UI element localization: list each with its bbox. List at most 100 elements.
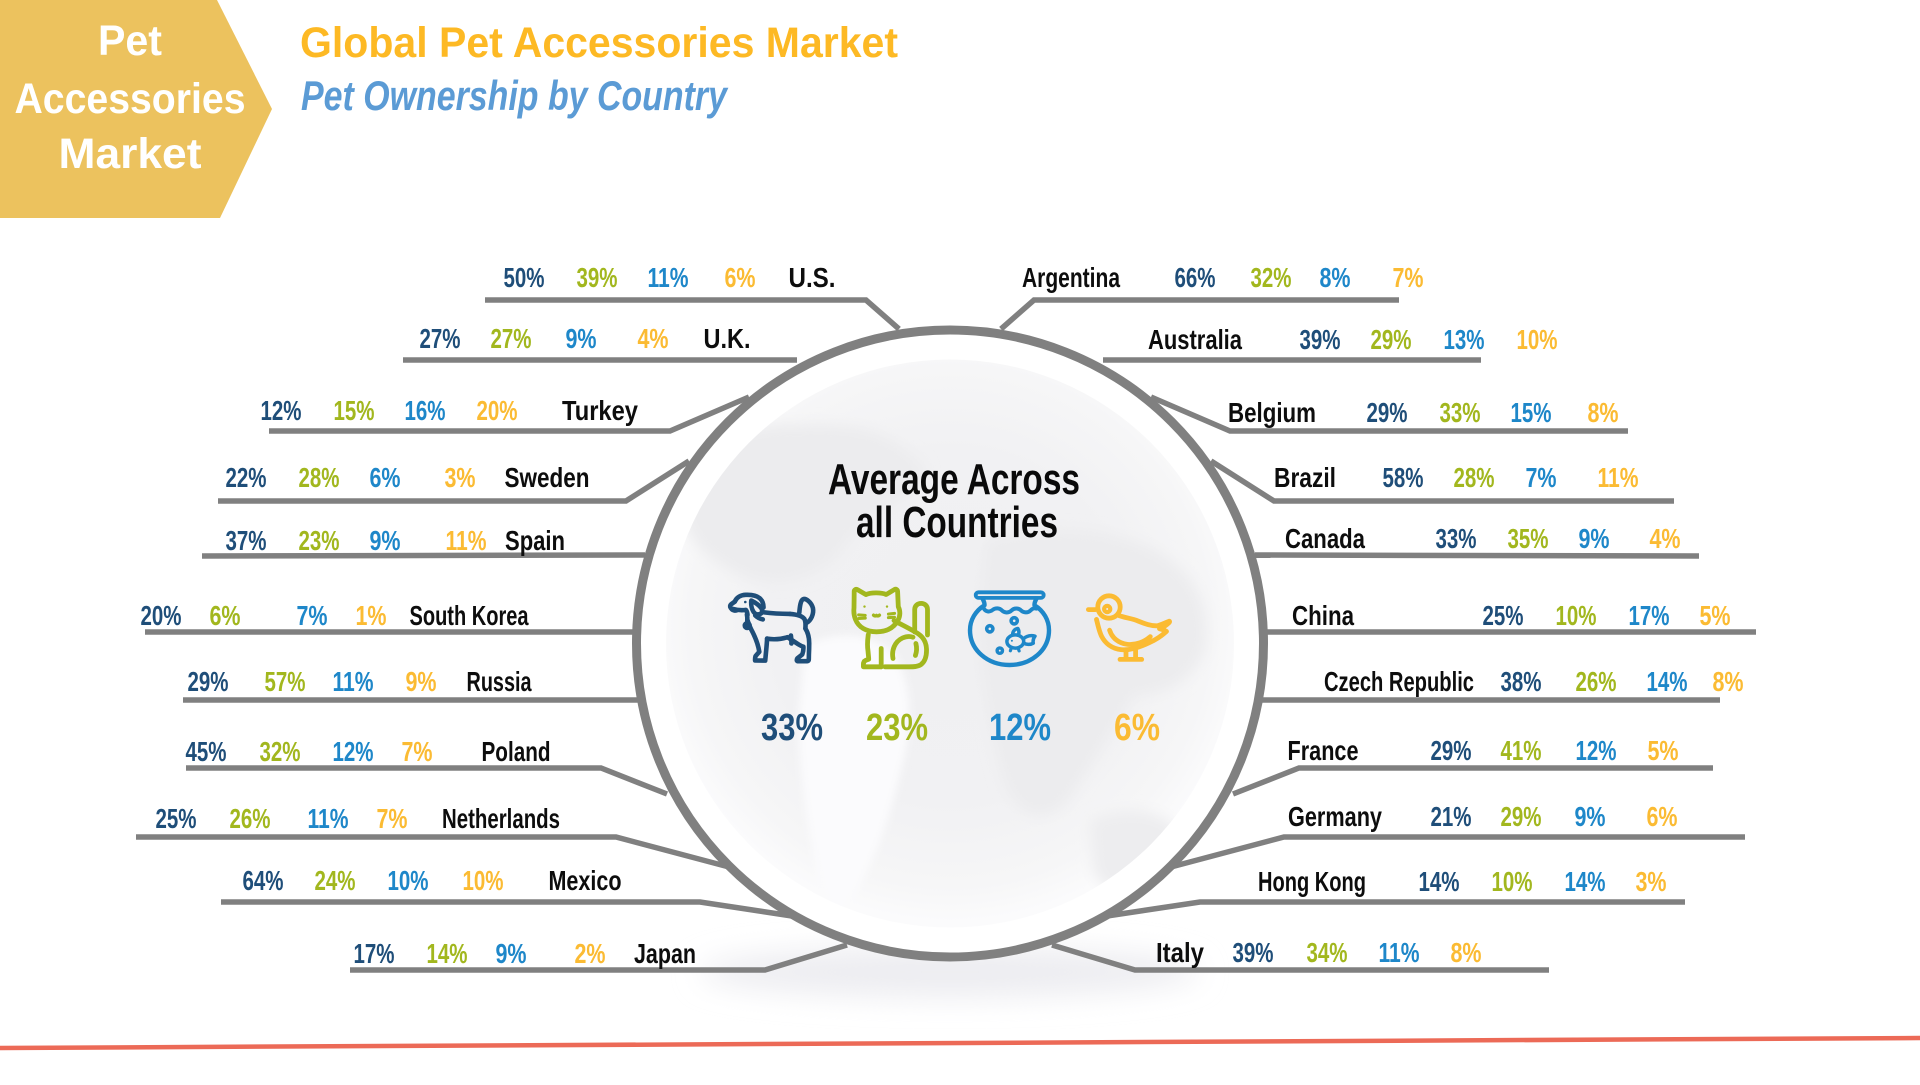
svg-text:Czech Republic: Czech Republic (1324, 666, 1474, 697)
svg-text:25%: 25% (1483, 600, 1524, 631)
svg-text:5%: 5% (1648, 735, 1679, 766)
svg-text:8%: 8% (1320, 262, 1351, 293)
svg-text:28%: 28% (1454, 462, 1495, 493)
svg-text:U.S.: U.S. (789, 262, 836, 293)
svg-text:South Korea: South Korea (410, 600, 530, 631)
svg-text:Turkey: Turkey (562, 395, 639, 426)
svg-text:9%: 9% (496, 938, 527, 969)
svg-text:33%: 33% (761, 707, 823, 749)
svg-text:25%: 25% (156, 803, 197, 834)
svg-text:29%: 29% (1367, 397, 1408, 428)
svg-text:9%: 9% (406, 666, 437, 697)
svg-text:13%: 13% (1444, 324, 1485, 355)
svg-text:35%: 35% (1508, 523, 1549, 554)
svg-text:Pet: Pet (98, 17, 162, 65)
svg-text:U.K.: U.K. (704, 323, 751, 354)
svg-text:41%: 41% (1501, 735, 1542, 766)
svg-text:Market: Market (59, 130, 202, 178)
svg-text:Netherlands: Netherlands (442, 803, 560, 834)
svg-text:15%: 15% (1511, 397, 1552, 428)
svg-text:11%: 11% (308, 803, 349, 834)
svg-text:12%: 12% (989, 707, 1051, 749)
svg-text:5%: 5% (1700, 600, 1731, 631)
svg-text:17%: 17% (1629, 600, 1670, 631)
svg-text:14%: 14% (1419, 866, 1460, 897)
svg-text:Spain: Spain (505, 525, 565, 556)
svg-text:Mexico: Mexico (549, 865, 622, 896)
svg-text:Belgium: Belgium (1228, 397, 1316, 428)
svg-text:Hong Kong: Hong Kong (1258, 866, 1366, 897)
svg-text:2%: 2% (575, 938, 606, 969)
svg-text:6%: 6% (1647, 801, 1678, 832)
svg-text:16%: 16% (405, 395, 446, 426)
svg-text:12%: 12% (261, 395, 302, 426)
svg-text:66%: 66% (1175, 262, 1216, 293)
svg-text:9%: 9% (1575, 801, 1606, 832)
svg-text:33%: 33% (1436, 523, 1477, 554)
svg-text:26%: 26% (1576, 666, 1617, 697)
svg-text:14%: 14% (1565, 866, 1606, 897)
svg-text:64%: 64% (243, 865, 284, 896)
svg-text:28%: 28% (299, 462, 340, 493)
svg-text:7%: 7% (402, 736, 433, 767)
svg-text:29%: 29% (188, 666, 229, 697)
svg-text:38%: 38% (1501, 666, 1542, 697)
svg-text:France: France (1288, 735, 1359, 766)
svg-text:14%: 14% (427, 938, 468, 969)
svg-text:10%: 10% (1556, 600, 1597, 631)
svg-text:all Countries: all Countries (856, 498, 1058, 547)
svg-text:7%: 7% (377, 803, 408, 834)
svg-text:20%: 20% (141, 600, 182, 631)
svg-text:23%: 23% (299, 525, 340, 556)
svg-text:21%: 21% (1431, 801, 1472, 832)
svg-text:11%: 11% (1598, 462, 1639, 493)
svg-text:9%: 9% (566, 323, 597, 354)
svg-text:3%: 3% (445, 462, 476, 493)
svg-text:Average Across: Average Across (828, 455, 1080, 504)
svg-text:34%: 34% (1307, 937, 1348, 968)
svg-text:9%: 9% (370, 525, 401, 556)
svg-text:4%: 4% (1650, 523, 1681, 554)
svg-text:6%: 6% (210, 600, 241, 631)
svg-text:7%: 7% (297, 600, 328, 631)
svg-text:11%: 11% (333, 666, 374, 697)
svg-text:37%: 37% (226, 525, 267, 556)
svg-text:17%: 17% (354, 938, 395, 969)
svg-text:6%: 6% (1114, 707, 1160, 749)
svg-text:Brazil: Brazil (1274, 462, 1336, 493)
svg-text:8%: 8% (1588, 397, 1619, 428)
svg-text:7%: 7% (1526, 462, 1557, 493)
svg-text:39%: 39% (1300, 324, 1341, 355)
svg-text:11%: 11% (1379, 937, 1420, 968)
svg-text:Sweden: Sweden (505, 462, 590, 493)
svg-text:14%: 14% (1647, 666, 1688, 697)
svg-text:Russia: Russia (467, 666, 533, 697)
svg-text:27%: 27% (420, 323, 461, 354)
svg-text:Accessories: Accessories (15, 75, 246, 123)
svg-text:Australia: Australia (1148, 324, 1243, 355)
svg-text:11%: 11% (648, 262, 689, 293)
svg-text:12%: 12% (333, 736, 374, 767)
svg-text:32%: 32% (1251, 262, 1292, 293)
svg-text:23%: 23% (866, 707, 928, 749)
svg-text:27%: 27% (491, 323, 532, 354)
svg-text:10%: 10% (1517, 324, 1558, 355)
svg-text:7%: 7% (1393, 262, 1424, 293)
svg-text:29%: 29% (1501, 801, 1542, 832)
svg-text:29%: 29% (1431, 735, 1472, 766)
svg-text:12%: 12% (1576, 735, 1617, 766)
svg-text:45%: 45% (186, 736, 227, 767)
svg-text:8%: 8% (1451, 937, 1482, 968)
svg-text:6%: 6% (725, 262, 756, 293)
svg-text:8%: 8% (1713, 666, 1744, 697)
svg-text:9%: 9% (1579, 523, 1610, 554)
svg-text:Japan: Japan (634, 938, 696, 969)
svg-text:10%: 10% (1492, 866, 1533, 897)
svg-text:Canada: Canada (1285, 523, 1366, 554)
svg-text:32%: 32% (260, 736, 301, 767)
svg-text:33%: 33% (1440, 397, 1481, 428)
svg-text:6%: 6% (370, 462, 401, 493)
svg-text:11%: 11% (446, 525, 487, 556)
svg-text:10%: 10% (463, 865, 504, 896)
svg-text:15%: 15% (334, 395, 375, 426)
